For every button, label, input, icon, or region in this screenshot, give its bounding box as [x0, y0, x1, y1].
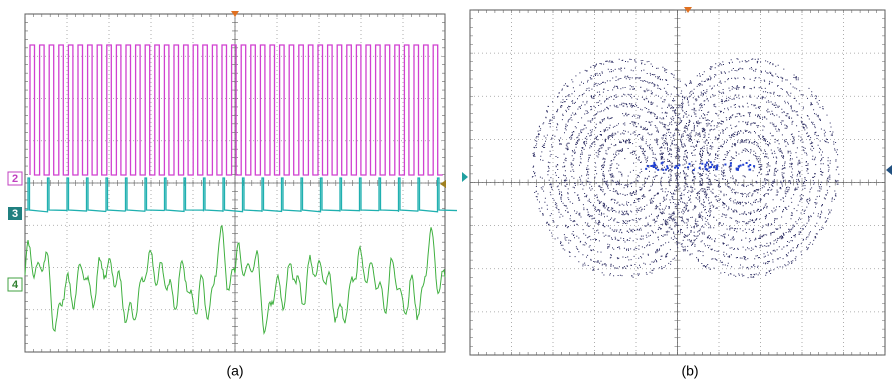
position-marker	[462, 172, 468, 182]
figure: 2 3 4 (a) (b)	[0, 0, 896, 383]
caption: (a)	[226, 363, 243, 379]
channel-label: 3	[12, 208, 18, 220]
channel-label: 2	[12, 173, 18, 185]
position-marker	[886, 165, 892, 175]
channel-label: 4	[12, 279, 19, 291]
caption: (b)	[681, 363, 698, 379]
